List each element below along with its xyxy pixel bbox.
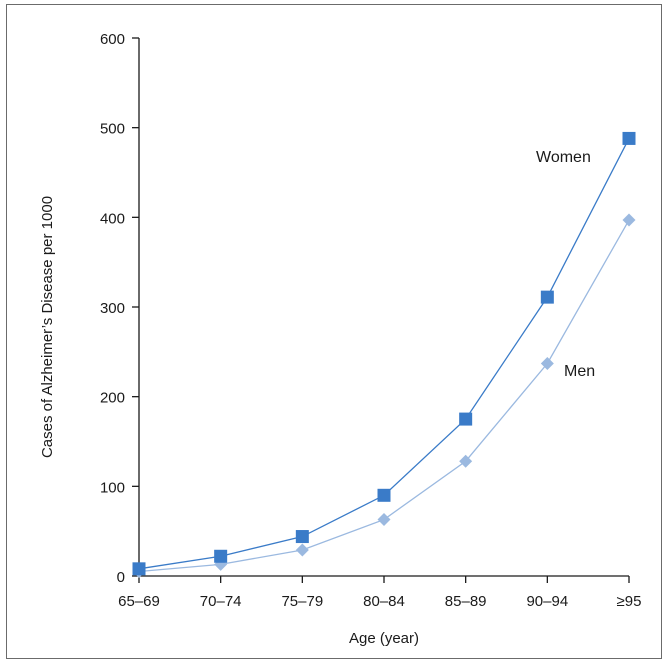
series-label-women: Women [536,149,591,166]
x-tick-label: ≥95 [617,593,642,610]
data-point-women [459,412,473,426]
x-axis-title: Age (year) [349,630,419,647]
data-point-women [622,131,636,145]
data-point-men [459,454,473,468]
y-tick-label: 500 [100,121,125,138]
y-tick-label: 100 [100,479,125,496]
data-point-men [377,513,391,527]
data-point-women [377,488,391,502]
series-group [132,131,636,579]
y-tick-label: 600 [100,31,125,48]
data-point-men [540,356,554,370]
series-label-men: Men [564,363,595,380]
y-axis-ticks: 0 100 200 300 400 500 600 [100,31,139,586]
x-tick-label: 70–74 [200,593,242,610]
x-tick-label: 90–94 [526,593,568,610]
x-tick-label: 85–89 [445,593,487,610]
data-point-men [295,543,309,557]
y-tick-label: 0 [117,569,125,586]
data-point-women [295,530,309,544]
x-tick-label: 65–69 [118,593,160,610]
y-tick-label: 400 [100,210,125,227]
x-tick-label: 80–84 [363,593,405,610]
data-point-women [214,549,228,563]
y-tick-label: 300 [100,300,125,317]
x-axis-ticks: 65–69 70–74 75–79 80–84 85–89 90–94 ≥95 [118,576,641,610]
data-point-men [622,213,636,227]
y-axis-title: Cases of Alzheimer’s Disease per 1000 [39,196,56,458]
y-tick-label: 200 [100,390,125,407]
data-point-women [132,562,146,576]
series-line-women [138,138,630,570]
data-point-women [540,290,554,304]
x-tick-label: 75–79 [281,593,323,610]
chart-frame [6,4,662,659]
